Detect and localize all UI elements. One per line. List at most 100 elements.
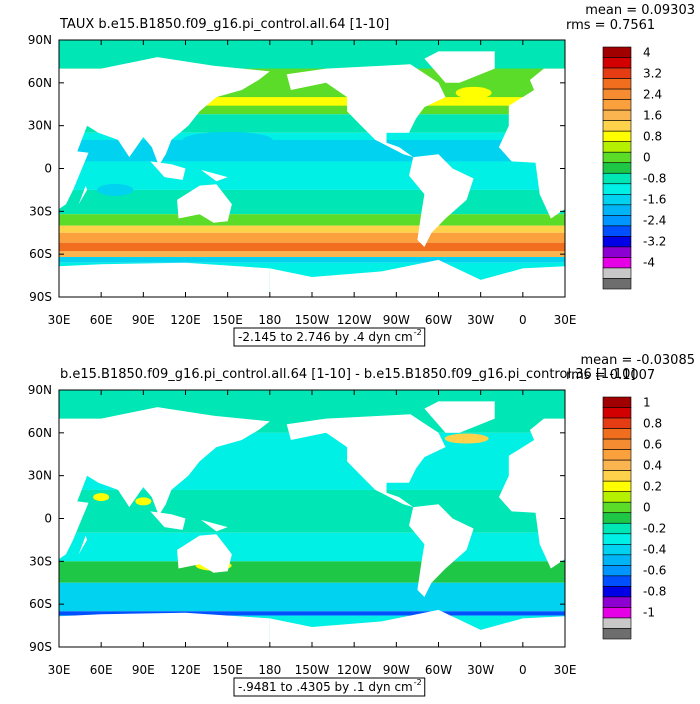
land [78, 185, 88, 205]
land [150, 511, 186, 530]
land [59, 612, 270, 647]
colorbar-box [602, 501, 632, 514]
lon-label: 60E [90, 663, 113, 677]
colorbar-label: 1 [643, 395, 651, 409]
lon-label: 60W [425, 313, 452, 327]
land [424, 401, 495, 433]
land [498, 418, 565, 569]
ocean-band [59, 214, 565, 226]
land [59, 407, 270, 559]
lat-label: 60S [29, 597, 52, 611]
rms-label: rms = 0.7561 [566, 18, 655, 33]
land [409, 504, 474, 597]
colorbar-box [602, 57, 632, 69]
colorbar-box [602, 162, 632, 174]
lon-label: 150W [295, 313, 330, 327]
colorbar-label: 2.4 [643, 87, 662, 101]
lat-label: 30N [28, 469, 52, 483]
colorbar-label: 0.8 [643, 129, 662, 143]
colorbar-box [602, 438, 632, 450]
lon-label: 60E [90, 313, 113, 327]
panel-title: b.e15.B1850.f09_g16.pi_control.all.64 [1… [60, 367, 636, 382]
colorbar-box [602, 172, 632, 185]
range-label: -2.145 to 2.746 by .4 dyn cm [238, 330, 413, 344]
lat-label: 60S [29, 247, 52, 261]
lon-label: 90W [383, 313, 410, 327]
land [150, 161, 186, 180]
colorbar-box [602, 396, 632, 408]
colorbar-label: -0.4 [643, 543, 666, 557]
land [177, 184, 232, 223]
lat-label: 90S [29, 640, 52, 654]
lat-label: 0 [44, 162, 52, 176]
colorbar-box [602, 46, 632, 58]
range-exponent: -2 [414, 328, 422, 337]
colorbar-box [602, 236, 632, 248]
land [78, 535, 88, 555]
map [59, 40, 593, 297]
colorbar-box [602, 628, 632, 640]
land [59, 262, 270, 297]
colorbar-box [602, 151, 632, 164]
colorbar-box [602, 120, 632, 132]
lon-label: 0 [519, 663, 527, 677]
ocean-band [59, 489, 565, 533]
colorbar-box [602, 130, 632, 142]
ocean-band [59, 97, 565, 106]
colorbar-label: -0.6 [643, 564, 666, 578]
colorbar-box [602, 183, 632, 195]
lon-label: 120W [337, 663, 372, 677]
colorbar-box [602, 428, 632, 440]
lon-label: 30E [554, 663, 577, 677]
colorbar-box [602, 109, 632, 121]
anomaly [182, 131, 273, 148]
anomaly [444, 433, 489, 444]
land [585, 536, 593, 555]
colorbar-label: 3.2 [643, 66, 662, 80]
anomaly [135, 497, 152, 506]
colorbar-label: 0.6 [643, 437, 662, 451]
colorbar-label: -1 [643, 606, 655, 620]
lat-label: 60N [28, 76, 52, 90]
lon-label: 150E [212, 663, 243, 677]
colorbar-box [602, 246, 632, 258]
colorbar-label: 0.8 [643, 416, 662, 430]
lon-label: 30E [554, 313, 577, 327]
colorbar-label: 0 [643, 500, 651, 514]
colorbar-label: -3.2 [643, 235, 666, 249]
colorbar-box [602, 554, 632, 566]
colorbar-box [602, 215, 632, 227]
lon-label: 30E [48, 313, 71, 327]
land [424, 51, 495, 83]
panel-title: TAUX b.e15.B1850.f09_g16.pi_control.all.… [59, 17, 389, 32]
ocean-band [59, 561, 565, 583]
lon-label: 120W [337, 313, 372, 327]
lat-label: 30N [28, 119, 52, 133]
ocean-band [59, 251, 565, 258]
colorbar-label: -0.8 [643, 172, 666, 186]
lon-label: 90E [132, 663, 155, 677]
lon-label: 120E [170, 313, 201, 327]
anomaly [93, 493, 110, 502]
colorbar-box [602, 267, 632, 279]
colorbar-box [602, 596, 632, 608]
colorbar-label: 0.4 [643, 458, 662, 472]
land [585, 186, 593, 205]
colorbar-box [602, 99, 632, 111]
lon-label: 120E [170, 663, 201, 677]
land [269, 609, 565, 647]
lon-label: 180 [258, 313, 281, 327]
rms-label: rms = 0.1007 [566, 368, 655, 383]
colorbar-box [602, 449, 632, 461]
colorbar-box [602, 225, 632, 237]
ocean-band [59, 611, 565, 616]
colorbar-box [602, 565, 632, 577]
colorbar-box [602, 533, 632, 545]
lat-label: 30S [29, 554, 52, 568]
lon-label: 30W [467, 313, 494, 327]
colorbar-box [602, 491, 632, 503]
land [498, 68, 565, 219]
lon-label: 90W [383, 663, 410, 677]
mean-label: mean = 0.09303 [585, 3, 695, 18]
colorbar-box [602, 480, 632, 492]
